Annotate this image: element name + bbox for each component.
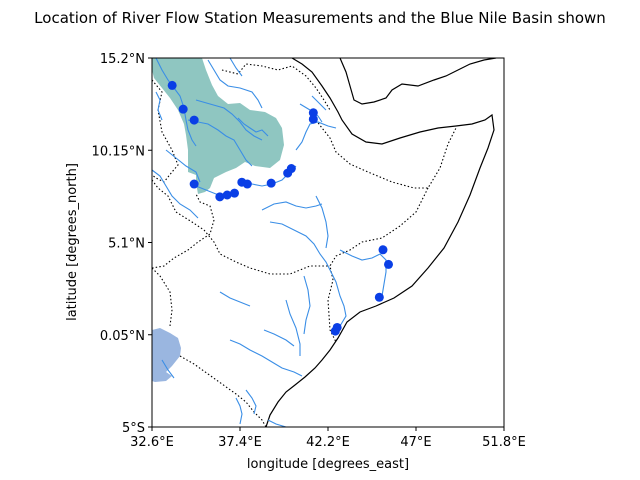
station-marker xyxy=(215,192,225,202)
country-borders xyxy=(152,63,457,427)
x-tick-label: 37.4°E xyxy=(218,435,262,450)
x-tick-label: 32.6°E xyxy=(130,435,174,450)
map-area xyxy=(152,58,497,427)
station-marker xyxy=(378,245,388,255)
x-tick-label: 47°E xyxy=(400,435,431,450)
y-tick-label: 0.05°N xyxy=(100,329,145,344)
station-marker xyxy=(308,108,318,118)
coastline xyxy=(265,58,495,427)
x-axis-label: longitude [degrees_east] xyxy=(247,457,409,472)
y-axis-ticks: 15.2°N 10.15°N 5.1°N 0.05°N 5°S xyxy=(92,52,152,436)
lake-victoria xyxy=(152,328,181,382)
x-tick-label: 51.8°E xyxy=(482,435,526,450)
station-marker xyxy=(242,179,252,189)
y-tick-label: 15.2°N xyxy=(100,52,145,67)
station-marker xyxy=(230,188,239,198)
y-tick-label: 10.15°N xyxy=(92,144,145,159)
station-marker xyxy=(178,104,188,114)
station-marker xyxy=(167,80,177,90)
station-marker xyxy=(330,326,340,336)
station-marker xyxy=(189,179,199,189)
chart-title: Location of River Flow Station Measureme… xyxy=(34,9,606,27)
blue-nile-basin xyxy=(152,58,284,194)
rivers xyxy=(152,58,387,427)
station-marker xyxy=(189,115,199,125)
y-tick-label: 5.1°N xyxy=(108,237,145,252)
y-tick-label: 5°S xyxy=(122,421,145,436)
x-axis-ticks: 32.6°E 37.4°E 42.2°E 47°E 51.8°E xyxy=(130,427,526,450)
station-marker xyxy=(308,114,318,124)
x-tick-label: 42.2°E xyxy=(306,435,350,450)
coastline-gulf xyxy=(339,58,497,105)
y-axis-label: latitude [degrees_north] xyxy=(65,163,80,321)
station-marker xyxy=(384,259,393,269)
station-markers xyxy=(167,80,393,336)
station-marker xyxy=(266,178,276,188)
station-marker xyxy=(374,292,384,302)
station-marker xyxy=(222,190,232,200)
station-marker xyxy=(286,164,296,174)
